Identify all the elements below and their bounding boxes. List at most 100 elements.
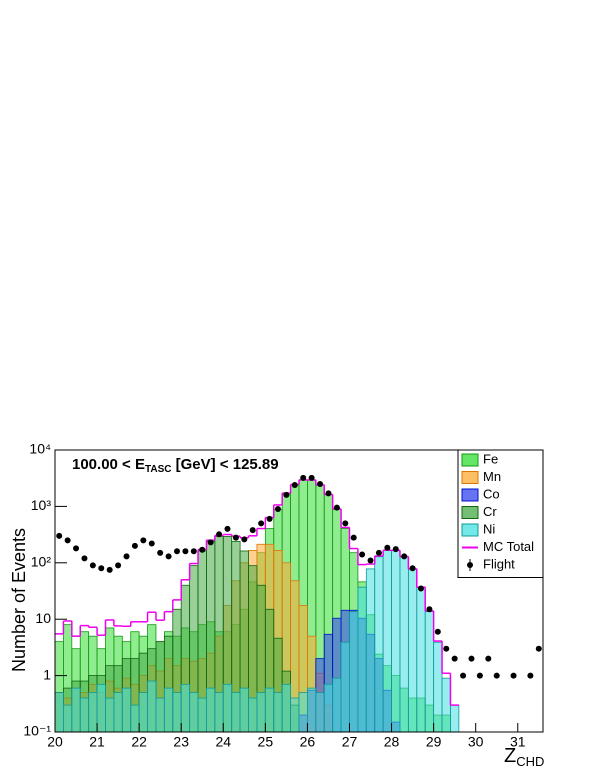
histogram-bin [433, 641, 443, 732]
legend-label: MC Total [483, 539, 534, 554]
y-tick-label: 10 [35, 610, 51, 626]
data-point [157, 549, 164, 556]
data-point [418, 585, 424, 592]
data-point [232, 534, 239, 541]
data-point [434, 628, 441, 635]
data-point [451, 655, 458, 662]
histogram-bin [416, 586, 426, 732]
x-tick-label: 31 [510, 734, 526, 750]
histogram-bin [332, 677, 342, 732]
y-tick-label: 10⁻¹ [23, 723, 51, 739]
data-point [89, 562, 96, 569]
data-point [375, 549, 382, 556]
data-point [527, 672, 534, 679]
data-point [115, 562, 122, 569]
histogram-bin [79, 697, 90, 732]
data-point [274, 505, 281, 512]
histogram-bin [121, 687, 132, 732]
legend-label: Flight [483, 556, 515, 571]
data-point [510, 672, 517, 679]
histogram-bin [88, 692, 98, 732]
data-point [493, 672, 500, 679]
histogram-bin [281, 683, 291, 732]
x-tick-label: 25 [258, 734, 274, 750]
legend-swatch [467, 562, 473, 568]
x-axis-label: ZCHD [504, 745, 544, 769]
data-point [258, 520, 265, 527]
data-point [409, 565, 416, 572]
histogram-bin [290, 697, 300, 732]
data-point [148, 540, 155, 547]
annotation: 100.00 < ETASC [GeV] < 125.89 [72, 456, 279, 475]
histogram-bin [349, 611, 359, 732]
histogram-bin [180, 683, 191, 732]
data-point [241, 536, 248, 543]
histogram-bin [298, 692, 308, 732]
data-point [216, 531, 223, 538]
data-point [165, 553, 172, 560]
y-tick-label: 10³ [31, 497, 52, 513]
data-point [123, 553, 130, 560]
x-tick-label: 30 [468, 734, 484, 750]
data-point [485, 655, 492, 662]
data-point [106, 566, 113, 573]
histogram-bin [357, 586, 367, 732]
histogram-bin [424, 611, 435, 732]
histogram-bin [197, 697, 207, 732]
data-point [174, 548, 180, 555]
data-point [56, 532, 63, 539]
x-tick-label: 22 [131, 734, 147, 750]
data-point [207, 539, 214, 546]
data-point [392, 546, 399, 553]
x-tick-label: 28 [384, 734, 400, 750]
histogram-bin [105, 697, 115, 732]
data-point [199, 546, 206, 553]
legend: Fe Mn Co Cr Ni MC Total Flight [457, 449, 544, 578]
data-point [460, 672, 467, 679]
histogram-bin [323, 683, 334, 732]
histogram-bin [248, 697, 258, 732]
data-point [182, 548, 189, 555]
data-point [468, 655, 475, 662]
x-axis-label-subscript: CHD [516, 754, 544, 769]
legend-label: Mn [483, 469, 501, 484]
data-point [535, 645, 542, 652]
data-point [73, 545, 80, 552]
histogram-bin [450, 704, 460, 732]
annotation-text: [GeV] < 125.89 [171, 456, 278, 473]
legend-swatch [461, 488, 479, 502]
x-tick-label: 26 [300, 734, 316, 750]
data-point [333, 504, 340, 511]
histogram-bin [113, 692, 123, 732]
y-tick-label: 10⁴ [29, 441, 51, 457]
data-point [190, 548, 197, 555]
y-axis-label: Number of Events [9, 528, 29, 672]
data-point [350, 534, 357, 541]
legend-swatch [461, 523, 479, 537]
data-point [308, 474, 315, 481]
histogram-bin [138, 692, 148, 732]
data-point [300, 474, 307, 481]
histogram-bin [155, 697, 165, 732]
histogram-bin [441, 677, 451, 732]
data-point [98, 565, 105, 572]
data-point [342, 520, 349, 527]
legend-swatch [461, 471, 479, 484]
histogram-bin [172, 692, 182, 732]
annotation-text: 100.00 < E [72, 456, 145, 473]
data-point [384, 544, 391, 551]
data-point [359, 551, 366, 558]
histogram-bin [407, 568, 418, 732]
histogram-bin [273, 692, 283, 732]
histogram-bin [130, 704, 140, 732]
x-tick-label: 20 [47, 734, 63, 750]
data-point [131, 542, 138, 549]
histogram-bin [214, 692, 224, 732]
histogram-bin [63, 704, 73, 732]
histogram-bin [206, 687, 216, 732]
histogram-bin [55, 692, 64, 732]
histogram-bin [71, 687, 81, 732]
data-point [140, 537, 147, 544]
histogram-bin [96, 683, 106, 732]
